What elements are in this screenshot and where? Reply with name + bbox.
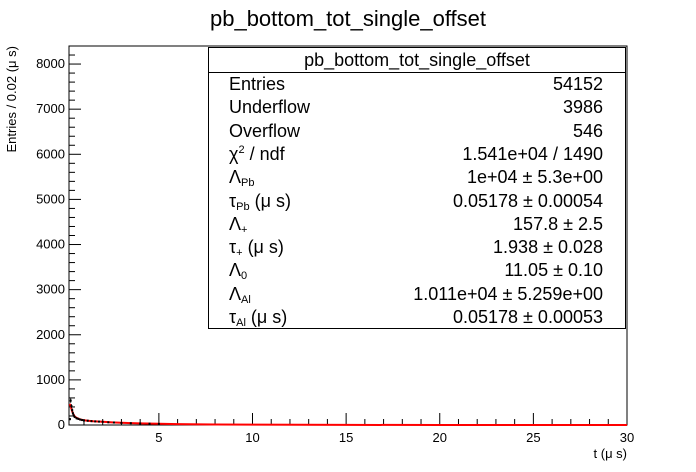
stats-row: ΛAl 1.011e+04 ± 5.259e+00 (209, 283, 625, 306)
stats-value: 0.05178 ± 0.00054 (452, 190, 603, 211)
stats-row: Entries 54152 (209, 73, 625, 96)
x-tick-label: 20 (433, 430, 447, 445)
stats-row: ΛPb 1e+04 ± 5.3e+00 (209, 166, 625, 189)
x-axis-label: t (μ s) (594, 446, 627, 461)
x-axis: 5 10 15 20 25 30 (83, 413, 634, 445)
stats-value: 546 (572, 120, 603, 141)
data-point (71, 409, 74, 412)
stats-row: τAl (μ s) 0.05178 ± 0.00053 (209, 306, 625, 329)
data-point (68, 418, 71, 421)
stats-row: χ2 / ndf 1.541e+04 / 1490 (209, 143, 625, 166)
data-point (70, 405, 73, 408)
stats-label: τAl (μ s) (229, 307, 288, 329)
stats-value: 1e+04 ± 5.3e+00 (466, 167, 603, 188)
data-point (94, 420, 97, 423)
stats-label: τPb (μ s) (229, 190, 291, 213)
chart-title: pb_bottom_tot_single_offset (210, 6, 486, 31)
data-point (97, 420, 100, 423)
y-tick-label: 2000 (36, 327, 65, 342)
y-tick-label: 3000 (36, 282, 65, 297)
y-tick-label: 0 (58, 417, 65, 432)
stats-value: 3986 (562, 97, 603, 118)
stats-value: 157.8 ± 2.5 (513, 213, 603, 234)
fit-curve-line (68, 403, 627, 426)
data-point (79, 418, 82, 421)
data-point (71, 412, 74, 415)
x-tick-label: 15 (339, 430, 353, 445)
stats-label: Λ+ (229, 213, 248, 236)
stats-label: Underflow (229, 97, 311, 118)
stats-title: pb_bottom_tot_single_offset (209, 48, 625, 73)
data-point (101, 420, 104, 423)
stats-value: 54152 (552, 74, 603, 94)
data-point (81, 419, 84, 422)
stats-label: χ2 / ndf (229, 143, 285, 164)
data-points (68, 398, 160, 425)
stats-row: τPb (μ s) 0.05178 ± 0.00054 (209, 190, 625, 213)
data-point (82, 419, 85, 422)
y-tick-label: 4000 (36, 237, 65, 252)
x-tick-label: 25 (526, 430, 540, 445)
data-point (139, 422, 142, 425)
x-tick-label: 10 (245, 430, 259, 445)
y-tick-label: 1000 (36, 372, 65, 387)
data-point (77, 417, 80, 420)
data-point (86, 419, 89, 422)
stats-label: Entries (229, 74, 286, 94)
stats-row: Overflow 546 (209, 120, 625, 143)
y-tick-label: 7000 (36, 101, 65, 116)
data-point (90, 420, 93, 423)
stats-row: Λ+ 157.8 ± 2.5 (209, 213, 625, 236)
y-axis: 0 1000 2000 3000 4000 5000 6000 7000 8000 (36, 54, 81, 432)
data-point (129, 422, 132, 425)
x-tick-label: 30 (620, 430, 634, 445)
data-point (120, 421, 123, 424)
stats-value: 11.05 ± 0.10 (504, 260, 603, 281)
stats-box: pb_bottom_tot_single_offset Entries 54152… (208, 47, 626, 329)
y-tick-label: 6000 (36, 146, 65, 161)
stats-row: τ+ (μ s) 1.938 ± 0.028 (209, 236, 625, 259)
x-tick-label: 5 (155, 430, 162, 445)
data-point (69, 399, 72, 402)
stats-label: τ+ (μ s) (229, 237, 284, 260)
stats-row: Underflow 3986 (209, 96, 625, 119)
stats-value: 1.938 ± 0.028 (493, 237, 603, 258)
stats-value: 1.011e+04 ± 5.259e+00 (413, 283, 603, 304)
fit-curve (68, 403, 627, 426)
stats-label: Overflow (229, 120, 301, 141)
data-point (72, 414, 75, 417)
stats-label: Λ0 (229, 260, 248, 283)
stats-label: ΛPb (229, 167, 255, 190)
stats-value: 0.05178 ± 0.00053 (452, 307, 603, 327)
data-point (75, 417, 78, 420)
data-point (157, 422, 160, 425)
data-point (112, 421, 115, 424)
stats-label: ΛAl (229, 283, 251, 306)
data-point (73, 415, 76, 418)
y-axis-label: Entries / 0.02 (μ s) (4, 46, 19, 152)
data-point (107, 421, 110, 424)
stats-row: Λ0 11.05 ± 0.10 (209, 259, 625, 282)
y-tick-label: 8000 (36, 56, 65, 71)
data-point (148, 422, 151, 425)
stats-value: 1.541e+04 / 1490 (462, 143, 603, 164)
y-tick-label: 5000 (36, 191, 65, 206)
